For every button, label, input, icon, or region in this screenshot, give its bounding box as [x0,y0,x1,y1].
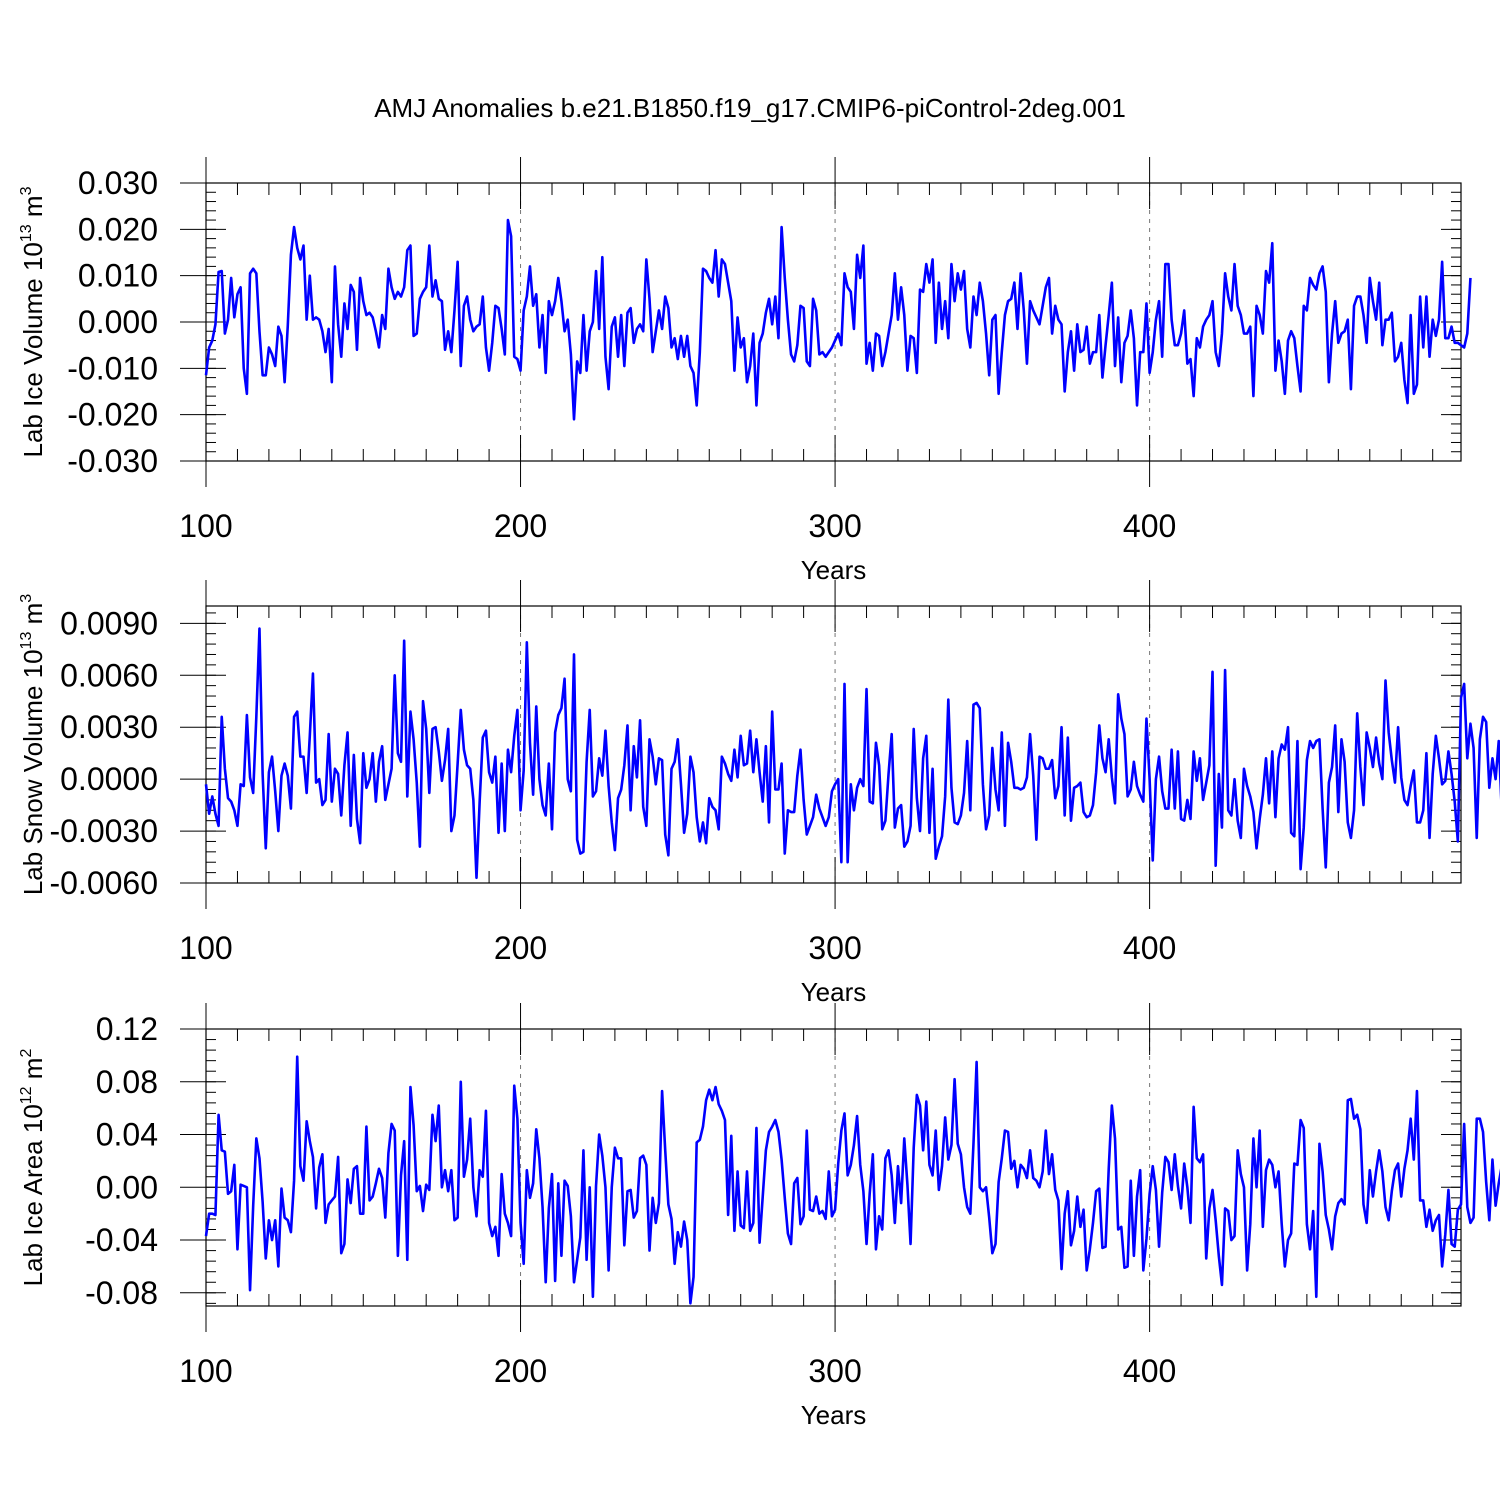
plot-frame [205,605,1462,884]
y-tick-label: -0.04 [85,1222,158,1258]
chart-panel-2: -0.0060 -0.0030 0.0000 0.0030 0.0060 0.0090 10… [18,580,1500,1007]
x-axis-label: Years [801,555,867,585]
y-tick-label: 0.000 [78,304,158,340]
x-axis-label: Years [801,1400,867,1430]
y-axis-label-part: m [18,195,48,224]
y-tick-label: 0.00 [96,1169,158,1205]
y-tick-label: -0.0030 [49,813,158,849]
series-line-2 [204,627,1500,880]
x-tick-label: 300 [808,930,861,966]
y-tick-label: 0.0060 [60,657,158,693]
y-tick-label: -0.0060 [49,865,158,901]
y-axis-label-sup: 13 [18,632,35,650]
x-tick-label: 100 [179,508,232,544]
x-tick-label: 200 [494,930,547,966]
y-axis-label-sup: 12 [18,1086,35,1104]
y-tick-label: -0.010 [67,350,158,386]
y-tick-label: -0.030 [67,443,158,479]
figure-title: AMJ Anomalies b.e21.B1850.f19_g17.CMIP6-… [374,93,1126,123]
y-axis-label-part: Lab Ice Volume 10 [18,242,48,457]
x-tick-label: 400 [1123,930,1176,966]
y-tick-label: 0.0000 [60,761,158,797]
y-axis-label-part: m [18,603,48,632]
y-axis-label-sup: 3 [18,594,35,603]
y-axis-label: Lab Ice Volume 1013 m3 [18,186,48,457]
y-tick-label: 0.12 [96,1011,158,1047]
x-tick-label: 200 [494,508,547,544]
x-tick-label: 300 [808,1353,861,1389]
y-axis-label-sup: 13 [18,224,35,242]
y-axis-label-part: Lab Ice Area 10 [18,1104,48,1286]
y-tick-label: 0.0030 [60,709,158,745]
y-tick-label: -0.020 [67,397,158,433]
y-axis-label: Lab Snow Volume 1013 m3 [18,594,48,895]
series-line-1 [204,218,1472,421]
x-tick-label: 300 [808,508,861,544]
y-tick-label: 0.030 [78,165,158,201]
y-axis-label-part: Lab Snow Volume 10 [18,649,48,895]
y-tick-label: 0.020 [78,211,158,247]
y-axis-label-part: m [18,1058,48,1087]
x-axis-label: Years [801,977,867,1007]
x-tick-label: 200 [494,1353,547,1389]
y-axis-label: Lab Ice Area 1012 m2 [18,1049,48,1287]
y-axis-label-sup: 3 [18,186,35,195]
y-tick-label: -0.08 [85,1275,158,1311]
chart-panel-1: -0.030 -0.020 -0.010 0.000 0.010 0.020 0.030 10… [18,157,1472,585]
y-tick-label: 0.010 [78,258,158,294]
series-line-3 [204,1055,1500,1305]
plot-frame [205,1028,1462,1307]
plot-frame [205,182,1462,462]
x-tick-label: 100 [179,930,232,966]
x-tick-label: 100 [179,1353,232,1389]
chart-panel-3: -0.08 -0.04 0.00 0.04 0.08 0.12 100 200 300 400 Ye… [18,1003,1500,1430]
y-tick-label: 0.08 [96,1064,158,1100]
y-tick-label: 0.0090 [60,605,158,641]
y-axis-label-sup: 2 [18,1049,35,1058]
y-tick-label: 0.04 [96,1117,158,1153]
x-tick-label: 400 [1123,508,1176,544]
x-tick-label: 400 [1123,1353,1176,1389]
